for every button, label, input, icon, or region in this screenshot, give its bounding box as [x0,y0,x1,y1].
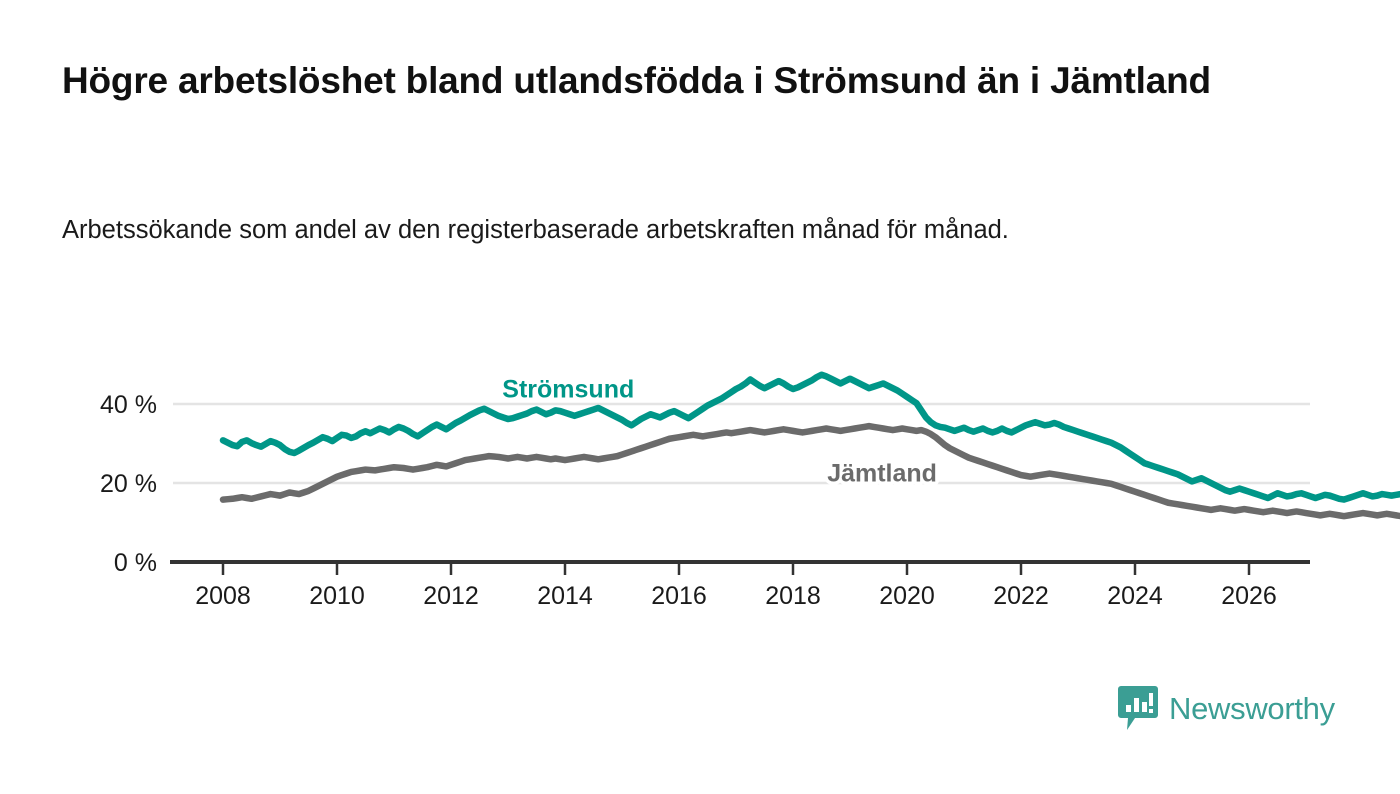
newsworthy-bar-chart-bubble-icon [1118,686,1158,730]
x-axis-label-2012: 2012 [423,582,479,610]
x-axis-label-2016: 2016 [651,582,707,610]
x-axis-label-2024: 2024 [1107,582,1163,610]
series-line-strömsund [219,371,1400,503]
x-axis-labels: 2008 2010 2012 2014 2016 2018 2020 2022 2024 2026 [195,582,1277,610]
gridlines [173,402,1310,485]
newsworthy-logo[interactable]: Newsworthy [1118,685,1335,731]
page-title: Högre arbetslöshet bland utlandsfödda i … [62,60,1211,101]
y-axis-labels: 0 % 20 % 40 % [100,391,157,577]
series-lines [219,371,1400,520]
y-axis-label-40: 40 % [100,391,157,419]
x-axis-label-2026: 2026 [1221,582,1277,610]
line-chart: 0 % 20 % 40 % 2008 2010 2012 2014 2016 2018 2020… [0,330,1400,630]
series-label-halo-strömsund: Strömsund [502,376,634,404]
x-axis-label-2018: 2018 [765,582,821,610]
logo-wordmark: Newsworthy [1169,690,1335,726]
x-axis-label-2014: 2014 [537,582,593,610]
x-axis-label-2008: 2008 [195,582,251,610]
x-axis-label-2022: 2022 [993,582,1049,610]
series-label-strömsund: Strömsund [502,376,634,404]
y-axis-label-0: 0 % [114,549,157,577]
series-line-jämtland [219,422,1400,520]
series-label-halo-jämtland: Jämtland [827,459,937,487]
x-axis-label-2020: 2020 [879,582,935,610]
page-subtitle: Arbetssökande som andel av den registerb… [62,216,1009,244]
y-axis-label-20: 20 % [100,470,157,498]
series-label-jämtland: Jämtland [827,459,937,487]
x-axis-label-2010: 2010 [309,582,365,610]
x-axis [170,560,1310,575]
chart-canvas: 0 % 20 % 40 % 2008 2010 2012 2014 2016 2018 2020… [100,371,1400,610]
